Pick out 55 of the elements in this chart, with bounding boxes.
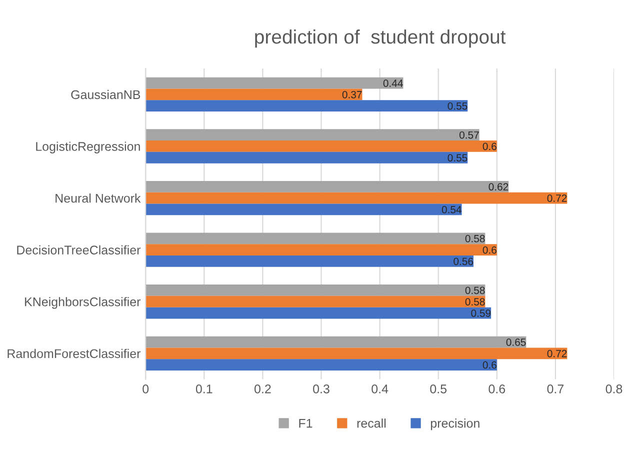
data-label: 0.57: [459, 131, 479, 139]
data-label: 0.56: [454, 258, 474, 266]
x-tick-label: 0.8: [606, 384, 622, 394]
bar: [146, 296, 486, 308]
x-tick-label: 0.3: [313, 384, 330, 394]
y-tick-label: KNeighborsClassifier: [25, 297, 141, 309]
data-label: 0.58: [465, 298, 485, 306]
x-tick-label: 0.1: [196, 384, 212, 394]
bar: [146, 77, 404, 89]
data-label: 0.37: [342, 90, 362, 98]
y-tick-label: GaussianNB: [71, 90, 140, 100]
data-label: 0.54: [442, 206, 462, 214]
bar: [146, 336, 526, 348]
x-tick-label: 0: [142, 384, 149, 394]
y-tick-label: DecisionTreeClassifier: [17, 245, 141, 254]
bar: [146, 348, 568, 360]
bar: [146, 100, 468, 112]
bar: [146, 307, 492, 319]
data-label: 0.65: [506, 338, 526, 346]
bar: [146, 244, 497, 256]
data-label: 0.6: [482, 142, 496, 150]
data-label: 0.58: [465, 234, 485, 242]
data-label: 0.55: [448, 102, 468, 110]
chart-title: prediction of student dropout: [255, 29, 506, 48]
bar: [146, 192, 568, 204]
bar: [146, 129, 480, 141]
x-tick-label: 0.4: [372, 384, 388, 394]
data-label: 0.6: [482, 246, 496, 254]
bar: [146, 152, 468, 164]
data-label: 0.6: [482, 361, 496, 369]
bar: [146, 256, 474, 267]
legend-label: F1: [299, 418, 312, 428]
data-label: 0.58: [465, 286, 485, 294]
y-tick-label: RandomForestClassifier: [8, 348, 141, 358]
bar: [146, 88, 362, 100]
data-label: 0.72: [547, 350, 567, 358]
bar: [146, 359, 497, 371]
x-tick-label: 0.5: [430, 384, 447, 394]
x-tick-label: 0.2: [254, 384, 271, 394]
data-label: 0.72: [547, 194, 567, 202]
legend-label: recall: [357, 418, 386, 428]
x-tick-label: 0.6: [488, 384, 506, 394]
bar: [146, 232, 486, 244]
y-tick-label: Neural Network: [56, 194, 141, 203]
data-label: 0.55: [448, 154, 468, 162]
bar: [146, 284, 486, 296]
data-label: 0.59: [471, 310, 491, 317]
data-label: 0.62: [488, 183, 508, 191]
data-label: 0.44: [383, 80, 403, 87]
x-tick-label: 0.7: [547, 384, 564, 394]
y-tick-label: LogisticRegression: [36, 142, 140, 154]
bar: [146, 140, 497, 152]
bar: [146, 180, 509, 192]
bar: [146, 204, 462, 216]
legend-label: precision: [430, 418, 480, 430]
